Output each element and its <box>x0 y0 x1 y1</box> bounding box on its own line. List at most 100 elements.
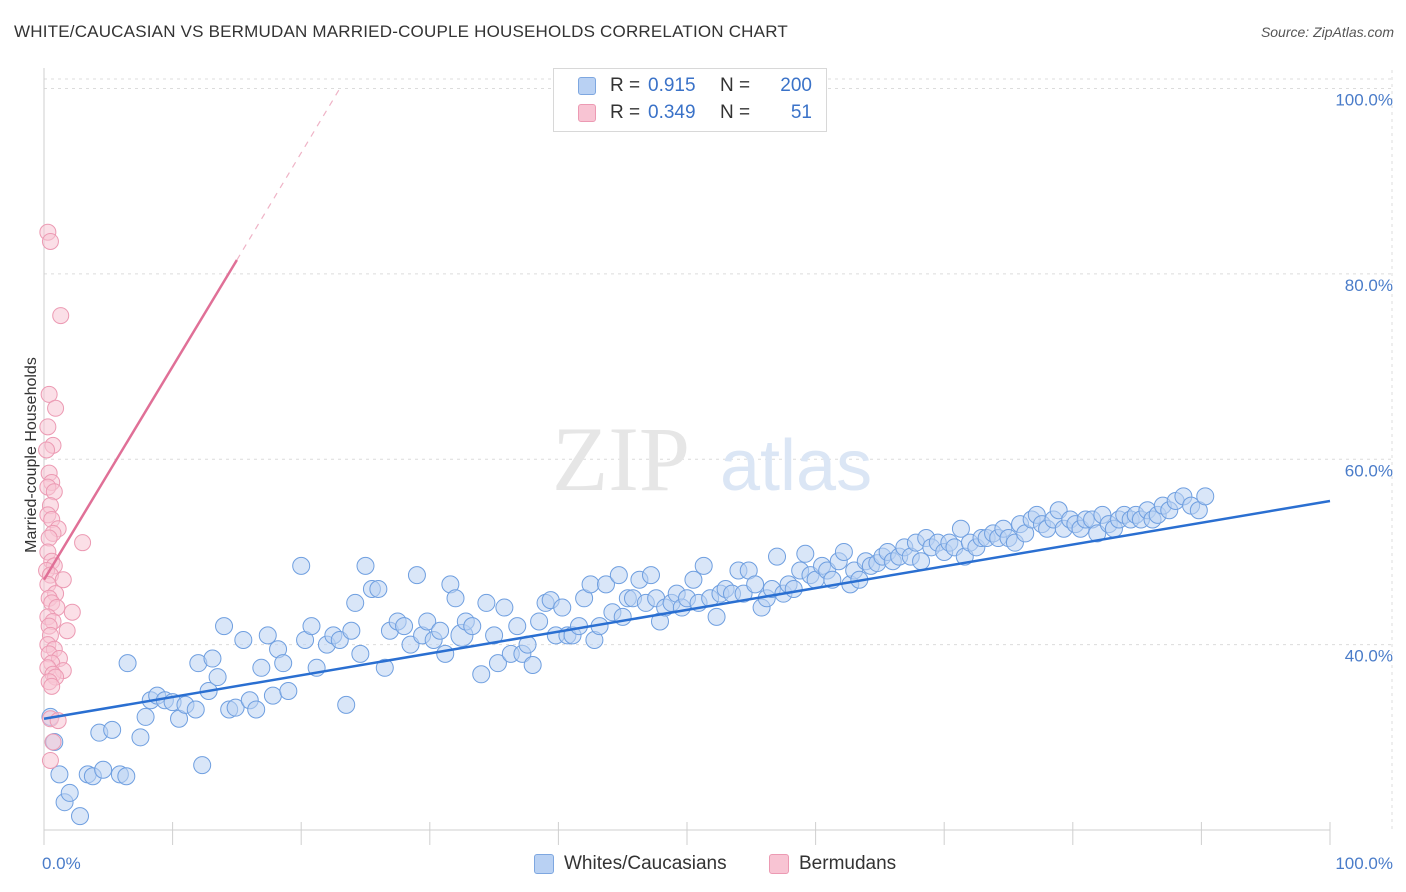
trend-line-bermudans <box>42 259 238 581</box>
point-bermudans <box>38 441 56 459</box>
bottom-legend-label: Bermudans <box>799 853 897 874</box>
bottom-legend-label: Whites/Caucasians <box>564 853 727 874</box>
point-whites <box>834 542 853 561</box>
point-bermudans <box>41 232 59 250</box>
point-whites <box>684 570 703 589</box>
bottom-legend-bermudans[interactable]: Bermudans <box>769 851 896 877</box>
point-bermudans <box>52 307 70 325</box>
x-tick-label: 0.0% <box>42 854 81 873</box>
legend-swatch-pink <box>578 104 596 122</box>
point-whites <box>351 644 370 663</box>
y-tick-label: 40.0% <box>1345 647 1393 666</box>
trend-line-bermudans-extension <box>236 88 341 261</box>
legend-n-value: 200 <box>780 75 812 96</box>
point-whites <box>477 593 496 612</box>
grid-lines <box>44 70 1393 830</box>
point-whites <box>60 783 79 802</box>
point-bermudans <box>41 751 59 769</box>
point-whites <box>346 593 365 612</box>
source-label: Source: ZipAtlas.com <box>1260 24 1394 40</box>
legend-row-bermudans: R = 0.349 N = 51 <box>578 100 812 126</box>
point-bermudans <box>43 677 61 695</box>
bottom-legend-whites[interactable]: Whites/Caucasians <box>534 851 727 877</box>
point-whites <box>215 617 234 636</box>
point-whites <box>784 580 803 599</box>
point-whites <box>234 631 253 649</box>
point-whites <box>50 765 69 784</box>
legend-swatch-blue <box>578 77 596 95</box>
series-whites-points <box>41 487 1215 826</box>
legend-r-value: 0.349 <box>648 102 696 123</box>
point-whites <box>707 607 726 626</box>
point-whites <box>581 575 600 594</box>
point-bermudans <box>47 399 65 417</box>
trend-lines <box>42 88 1331 721</box>
point-whites <box>94 760 113 779</box>
point-whites <box>951 519 970 538</box>
legend-r-label: R = <box>610 75 641 96</box>
point-whites <box>118 654 137 673</box>
point-whites <box>369 580 388 599</box>
point-whites <box>226 698 245 717</box>
legend: R = 0.915 N = 200 R = 0.349 N = 51 <box>553 68 827 132</box>
chart-title: WHITE/CAUCASIAN VS BERMUDAN MARRIED-COUP… <box>14 22 788 41</box>
point-whites <box>208 668 227 687</box>
point-whites <box>694 556 713 575</box>
watermark-zip: ZIP <box>552 408 690 510</box>
point-whites <box>117 767 136 786</box>
trend-line-whites <box>43 499 1331 721</box>
point-whites <box>768 547 787 566</box>
point-whites <box>263 686 282 705</box>
point-whites <box>395 617 414 636</box>
point-whites <box>136 707 155 726</box>
point-whites <box>279 681 298 700</box>
point-whites <box>508 617 527 636</box>
point-whites <box>488 654 507 673</box>
legend-n-label: N = <box>720 75 751 96</box>
point-whites <box>485 626 504 645</box>
point-whites <box>342 621 361 640</box>
x-tick-label: 100.0% <box>1335 854 1393 873</box>
tick-labels: 40.0% 60.0% 80.0% 100.0% 0.0% 100.0% <box>42 91 1393 873</box>
point-whites <box>418 612 437 631</box>
point-whites <box>530 612 549 631</box>
y-axis-label: Married-couple Households <box>23 357 40 553</box>
point-whites <box>436 644 455 663</box>
point-whites <box>337 695 356 714</box>
y-tick-label: 80.0% <box>1345 276 1393 295</box>
point-whites <box>553 598 572 617</box>
point-whites <box>463 617 482 636</box>
point-whites <box>274 654 293 673</box>
point-whites <box>292 556 311 575</box>
point-bermudans <box>74 534 92 552</box>
point-whites <box>193 756 212 775</box>
point-bermudans <box>63 603 81 621</box>
y-tick-label: 60.0% <box>1345 461 1393 480</box>
point-whites <box>302 617 321 636</box>
point-whites <box>796 544 815 563</box>
point-whites <box>1196 487 1215 506</box>
legend-n-label: N = <box>720 102 751 123</box>
legend-r-label: R = <box>610 102 641 123</box>
point-whites <box>258 626 277 645</box>
y-tick-label: 100.0% <box>1335 91 1393 110</box>
point-whites <box>523 656 542 675</box>
bottom-legend-swatch-blue <box>534 854 554 874</box>
point-bermudans <box>44 733 62 751</box>
point-whites <box>356 556 375 575</box>
point-whites <box>641 566 660 585</box>
point-whites <box>446 589 465 608</box>
legend-row-whites: R = 0.915 N = 200 <box>578 73 812 99</box>
legend-r-value: 0.915 <box>648 75 696 96</box>
bottom-legend-swatch-pink <box>769 854 789 874</box>
point-whites <box>103 720 122 739</box>
legend-n-value: 51 <box>790 102 812 123</box>
point-whites <box>71 807 90 826</box>
point-bermudans <box>40 385 58 403</box>
point-whites <box>252 658 271 677</box>
watermark-atlas: atlas <box>720 426 872 506</box>
point-bermudans <box>58 622 76 640</box>
point-whites <box>407 566 426 585</box>
point-whites <box>431 621 450 640</box>
